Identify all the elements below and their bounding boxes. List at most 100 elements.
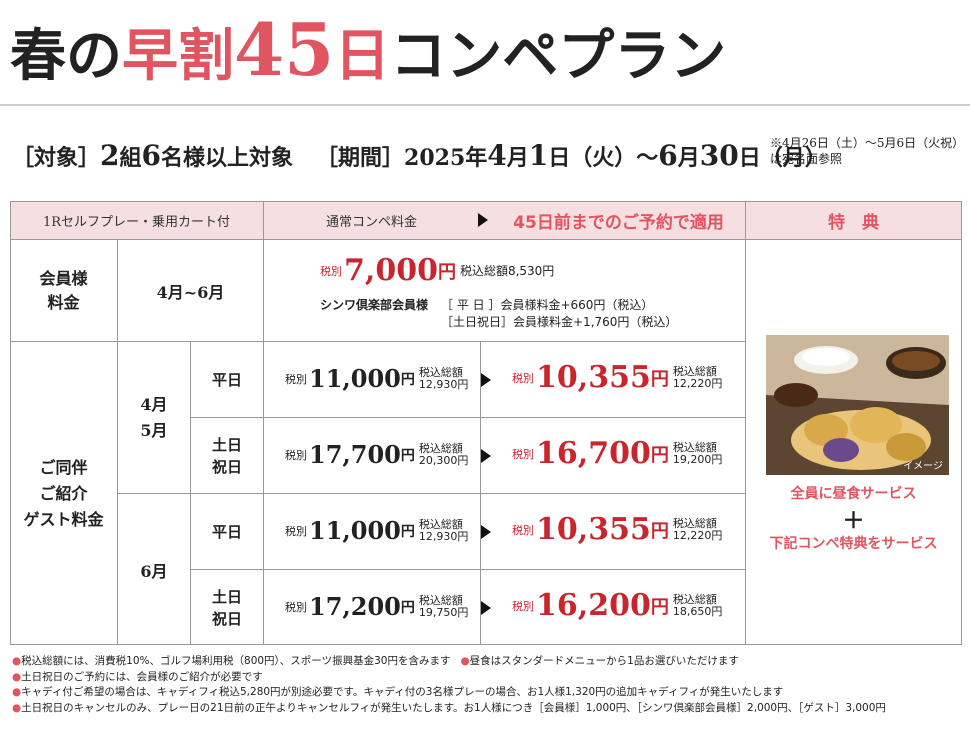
yen-unit: 円: [400, 447, 415, 464]
header-play: 1Rセルフプレー・乗用カート付: [42, 214, 231, 230]
yen-unit: 円: [400, 523, 415, 540]
arrow-right-icon: [481, 449, 491, 463]
price-value: 16,200: [536, 588, 651, 623]
shinwa-holiday: ［土日祝日］会員様料金+1,760円（税込）: [441, 315, 678, 329]
price-value: 11,000: [309, 516, 401, 545]
tax-total-label: 税込総額: [672, 592, 717, 606]
tax-label: 税別: [285, 448, 307, 462]
plus-icon: ＋: [842, 509, 865, 534]
yen-unit: 円: [400, 371, 415, 388]
guest-month-a: 4月 5月: [140, 394, 168, 440]
early-price: 税別 16,700 円税込総額 19,200円: [512, 436, 722, 471]
tax-total-label: 税込総額: [672, 440, 717, 454]
price-value: 10,355: [536, 512, 651, 547]
target-num1: 2: [100, 139, 120, 172]
end-day-unit: 日（月）: [738, 145, 827, 171]
row-divider: [190, 417, 745, 418]
target-num2: 6: [141, 139, 161, 172]
page-title: 春の早割45日コンペプラン: [10, 14, 726, 86]
shinwa-weekday: ［ 平 日 ］会員様料金+660円（税込）: [441, 298, 654, 312]
arrow-right-icon: [481, 601, 491, 615]
price-value: 10,355: [536, 360, 651, 395]
period-note: ※4月26日（土）～5月6日（火祝）は宛名面参照: [770, 136, 965, 166]
price-table: [10, 201, 962, 645]
title-divider: [0, 104, 970, 106]
note-text: 土日祝日のキャンセルのみ、プレー日の21日前の正午よりキャンセルフィが発生いたし…: [21, 701, 886, 714]
early-price: 税別 10,355 円税込総額 12,220円: [512, 360, 722, 395]
day-type: 平日: [211, 370, 242, 389]
end-month-unit: 月: [677, 145, 700, 171]
tax-total-label: 税込総額: [418, 517, 463, 531]
tax-label: 税別: [512, 599, 534, 613]
tax-total-value: 19,750円: [418, 605, 469, 619]
col-divider: [263, 201, 264, 645]
tax-total: 税込総額 19,750円: [418, 594, 469, 619]
end-month: 6: [658, 139, 678, 172]
tax-total: 税込総額 12,220円: [672, 516, 723, 542]
tax-total-label: 税込総額: [672, 516, 717, 530]
yen-unit: 円: [650, 444, 669, 466]
early-price: 税別 10,355 円税込総額 12,220円: [512, 512, 722, 547]
header-arrow-icon: [478, 213, 488, 227]
note-text: キャディ付ご希望の場合は、キャディフィ税込5,280円が別途必要です。キャディ付…: [21, 686, 784, 698]
tax-total: 税込総額 12,930円: [418, 365, 469, 391]
tax-total-value: 20,300円: [418, 453, 469, 467]
tax-label: 税別: [512, 447, 534, 461]
period-year: 2025年: [404, 145, 488, 171]
tax-label: 税別: [512, 371, 534, 385]
tax-total: 税込総額8,530円: [459, 263, 555, 278]
row-divider: [10, 341, 745, 342]
day-type: 平日: [211, 522, 242, 541]
note-text: 税込総額には、消費税10%、ゴルフ場利用税（800円）、スポーツ振興基金30円を…: [21, 655, 451, 667]
tax-total: 税込総額 20,300円: [418, 441, 469, 467]
tax-total-label: 税込総額: [418, 441, 463, 455]
tax-total-value: 19,200円: [672, 452, 723, 466]
tax-label: 税別: [512, 523, 534, 537]
note-row: ●税込総額には、消費税10%、ゴルフ場利用税（800円）、スポーツ振興基金30円…: [12, 655, 739, 667]
benefit-line1: 全員に昼食サービス: [790, 486, 917, 502]
shinwa-label: シンワ倶楽部会員様: [320, 298, 429, 312]
yen-unit: 円: [650, 520, 669, 542]
day-type: 土日 祝日: [211, 587, 242, 628]
col-divider: [117, 239, 118, 645]
end-day: 30: [699, 139, 739, 172]
guest-month-b: 6月: [140, 561, 168, 581]
tax-total-label: 税込総額: [418, 365, 463, 379]
yen-unit: 円: [650, 368, 669, 390]
target-text1: 組: [119, 145, 142, 171]
tax-total-value: 12,930円: [418, 377, 469, 391]
title-part4: 日: [334, 23, 391, 89]
title-part2: 早割: [122, 23, 234, 89]
col-divider: [745, 201, 746, 645]
yen-unit: 円: [650, 596, 669, 618]
note-row: ●土日祝日のキャンセルのみ、プレー日の21日前の正午よりキャンセルフィが発生いた…: [12, 701, 886, 714]
arrow-right-icon: [481, 373, 491, 387]
start-day: 1: [528, 139, 549, 172]
note-row: ●キャディ付ご希望の場合は、キャディフィ税込5,280円が別途必要です。キャディ…: [12, 686, 784, 698]
normal-price: 税別 17,700 円税込総額 20,300円: [285, 440, 468, 469]
normal-price: 税別 11,000 円税込総額 12,930円: [285, 516, 468, 545]
tax-total-value: 12,220円: [672, 376, 723, 390]
note-text: 土日祝日のご予約には、会員様のご紹介が必要です: [21, 670, 263, 683]
tax-total: 税込総額 12,220円: [672, 364, 723, 390]
row-divider: [190, 569, 745, 570]
note-row: ●土日祝日のご予約には、会員様のご紹介が必要です: [12, 670, 263, 683]
member-label: 会員様 料金: [39, 268, 88, 312]
start-month-unit: 月: [506, 145, 529, 171]
benefit-line2: 下記コンペ特典をサービス: [769, 536, 938, 552]
tax-label: 税別: [285, 372, 307, 386]
tax-total-label: 税込総額: [672, 364, 717, 378]
tax-total: 税込総額 18,650円: [672, 592, 723, 618]
tax-total: 税込総額 19,200円: [672, 440, 723, 466]
tax-label: 税別: [285, 600, 307, 614]
price-value: 16,700: [536, 436, 651, 471]
day-type: 土日 祝日: [211, 435, 242, 476]
col-divider: [190, 341, 191, 645]
member-period: 4月~6月: [156, 282, 225, 302]
col-divider: [480, 341, 481, 645]
target-label: ［対象］: [12, 145, 101, 171]
header-benefit: 特 典: [828, 212, 879, 233]
tax-total-value: 18,650円: [672, 604, 723, 618]
row-divider: [117, 493, 745, 494]
yen-unit: 円: [437, 261, 456, 283]
